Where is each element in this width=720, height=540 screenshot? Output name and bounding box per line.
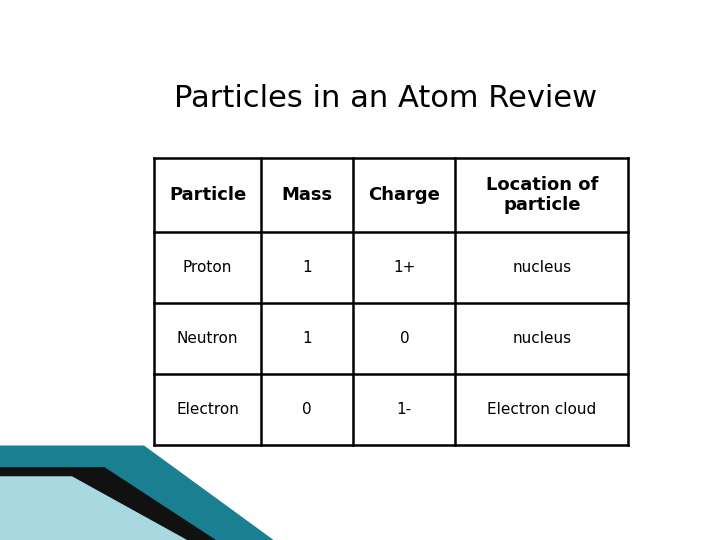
Text: 0: 0 [302, 402, 312, 417]
Text: Particles in an Atom Review: Particles in an Atom Review [174, 84, 598, 112]
Text: Electron: Electron [176, 402, 239, 417]
Text: Neutron: Neutron [177, 331, 238, 346]
Text: Proton: Proton [183, 260, 233, 275]
Text: 1: 1 [302, 331, 312, 346]
Text: 1+: 1+ [393, 260, 415, 275]
Text: 1-: 1- [397, 402, 412, 417]
Text: 1: 1 [302, 260, 312, 275]
Text: 0: 0 [400, 331, 409, 346]
Text: Location of
particle: Location of particle [486, 176, 598, 214]
Text: Particle: Particle [169, 186, 246, 204]
Text: Mass: Mass [282, 186, 333, 204]
Text: Charge: Charge [369, 186, 441, 204]
Text: nucleus: nucleus [513, 260, 572, 275]
Text: nucleus: nucleus [513, 331, 572, 346]
Text: Electron cloud: Electron cloud [487, 402, 597, 417]
